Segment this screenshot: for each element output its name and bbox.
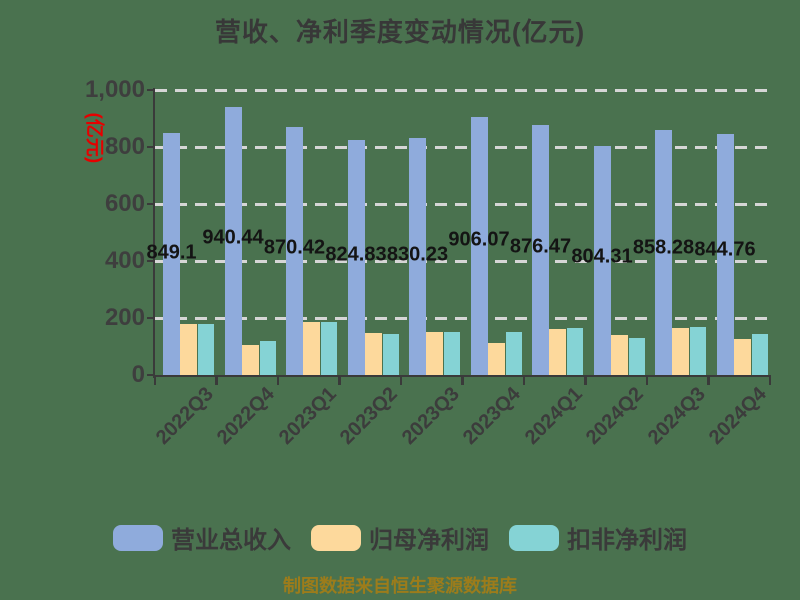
bar-归母净利润-2023Q4 bbox=[487, 342, 505, 375]
legend-label: 营业总收入 bbox=[171, 527, 291, 554]
bar-归母净利润-2024Q4 bbox=[733, 338, 751, 375]
y-tick-mark-1,000 bbox=[147, 88, 155, 92]
bar-归母净利润-2024Q2 bbox=[610, 335, 628, 375]
bar-营业总收入-2022Q3 bbox=[163, 133, 180, 375]
y-tick-label: 200 bbox=[104, 304, 145, 331]
bar-value-label: 870.42 bbox=[263, 236, 326, 259]
x-tick-mark bbox=[399, 377, 403, 385]
x-tick-mark bbox=[707, 377, 710, 385]
bar-营业总收入-2024Q3 bbox=[655, 130, 672, 375]
bar-value-label: 876.47 bbox=[509, 235, 572, 258]
gridline-600 bbox=[155, 202, 768, 206]
y-tick-mark-0 bbox=[147, 373, 155, 377]
bar-归母净利润-2023Q1 bbox=[303, 322, 320, 375]
bar-归母净利润-2023Q2 bbox=[364, 333, 382, 375]
bar-扣非净利润-2023Q4 bbox=[505, 332, 522, 376]
gridline-1,000 bbox=[155, 88, 768, 92]
bar-扣非净利润-2023Q3 bbox=[444, 332, 460, 376]
y-tick-mark-400 bbox=[147, 259, 155, 263]
x-tick-mark bbox=[276, 377, 280, 385]
bar-归母净利润-2022Q4 bbox=[241, 345, 259, 375]
x-tick-label: 2024Q4 bbox=[704, 383, 771, 449]
legend-item-扣非净利润: 扣非净利润 bbox=[509, 520, 687, 555]
bar-营业总收入-2023Q1 bbox=[286, 126, 303, 375]
y-tick-mark-800 bbox=[147, 145, 155, 149]
x-tick-label: 2023Q2 bbox=[335, 383, 402, 449]
y-tick-mark-200 bbox=[147, 316, 155, 320]
bar-扣非净利润-2022Q4 bbox=[259, 340, 276, 375]
x-tick-label: 2024Q2 bbox=[581, 383, 648, 449]
x-tick-label: 2023Q3 bbox=[397, 383, 464, 449]
x-axis-line bbox=[152, 374, 771, 377]
bar-归母净利润-2024Q3 bbox=[672, 328, 689, 375]
legend-swatch bbox=[311, 524, 361, 551]
legend-swatch bbox=[509, 524, 559, 551]
bar-归母净利润-2022Q3 bbox=[180, 324, 197, 375]
x-tick-label: 2024Q1 bbox=[520, 383, 587, 449]
x-tick-mark bbox=[768, 377, 772, 385]
legend-item-归母净利润: 归母净利润 bbox=[311, 520, 489, 555]
data-source-note: 制图数据来自恒生聚源数据库 bbox=[283, 576, 517, 596]
bar-营业总收入-2023Q4 bbox=[470, 116, 488, 375]
bar-营业总收入-2024Q2 bbox=[593, 145, 611, 375]
bar-扣非净利润-2024Q3 bbox=[690, 327, 706, 375]
legend-item-营业总收入: 营业总收入 bbox=[113, 520, 291, 555]
bar-value-label: 858.28 bbox=[632, 236, 695, 259]
legend: 营业总收入 归母净利润 扣非净利润 bbox=[0, 520, 800, 555]
bar-扣非净利润-2023Q1 bbox=[321, 322, 337, 375]
bar-value-label: 830.23 bbox=[386, 243, 449, 266]
x-tick-mark bbox=[338, 377, 341, 385]
x-tick-label: 2022Q4 bbox=[212, 383, 279, 449]
y-tick-label: 800 bbox=[104, 133, 145, 160]
bar-营业总收入-2024Q4 bbox=[716, 134, 734, 375]
bar-扣非净利润-2022Q3 bbox=[198, 323, 214, 375]
x-tick-mark bbox=[215, 377, 218, 385]
y-tick-label: 1,000 bbox=[84, 76, 145, 103]
bar-value-label: 804.31 bbox=[571, 245, 633, 268]
legend-label: 归母净利润 bbox=[369, 527, 489, 554]
gridline-200 bbox=[155, 316, 768, 320]
bar-value-label: 824.83 bbox=[325, 243, 387, 266]
x-tick-label: 2023Q4 bbox=[458, 383, 525, 449]
bar-营业总收入-2023Q3 bbox=[409, 138, 426, 375]
bar-value-label: 849.1 bbox=[146, 241, 197, 264]
y-tick-label: 0 bbox=[131, 361, 145, 388]
y-tick-mark-600 bbox=[147, 202, 155, 206]
legend-swatch bbox=[113, 524, 163, 551]
legend-label: 扣非净利润 bbox=[567, 527, 687, 554]
y-tick-label: 600 bbox=[104, 190, 145, 217]
bar-营业总收入-2024Q1 bbox=[532, 125, 549, 375]
chart-title: 营收、净利季度变动情况(亿元) bbox=[214, 17, 586, 47]
y-axis-line bbox=[152, 88, 155, 378]
x-tick-label: 2023Q1 bbox=[274, 383, 341, 449]
bar-营业总收入-2023Q2 bbox=[347, 139, 365, 375]
x-tick-label: 2024Q3 bbox=[643, 383, 710, 449]
bar-归母净利润-2024Q1 bbox=[549, 329, 566, 375]
x-tick-label: 2022Q3 bbox=[151, 383, 218, 449]
bar-扣非净利润-2024Q4 bbox=[751, 334, 768, 375]
bar-扣非净利润-2023Q2 bbox=[382, 333, 399, 375]
gridline-400 bbox=[155, 259, 768, 263]
bar-营业总收入-2022Q4 bbox=[224, 107, 242, 375]
x-tick-mark bbox=[522, 377, 526, 385]
bar-value-label: 844.76 bbox=[694, 238, 756, 261]
bar-归母净利润-2023Q3 bbox=[426, 331, 443, 375]
bar-扣非净利润-2024Q1 bbox=[567, 328, 583, 375]
x-tick-mark bbox=[461, 377, 464, 385]
bar-扣非净利润-2024Q2 bbox=[628, 337, 645, 375]
x-tick-mark bbox=[153, 377, 157, 385]
y-tick-label: 400 bbox=[104, 247, 145, 274]
bar-value-label: 906.07 bbox=[448, 228, 510, 251]
x-tick-mark bbox=[584, 377, 587, 385]
x-tick-mark bbox=[645, 377, 649, 385]
bar-value-label: 940.44 bbox=[202, 226, 264, 249]
gridline-800 bbox=[155, 145, 768, 149]
